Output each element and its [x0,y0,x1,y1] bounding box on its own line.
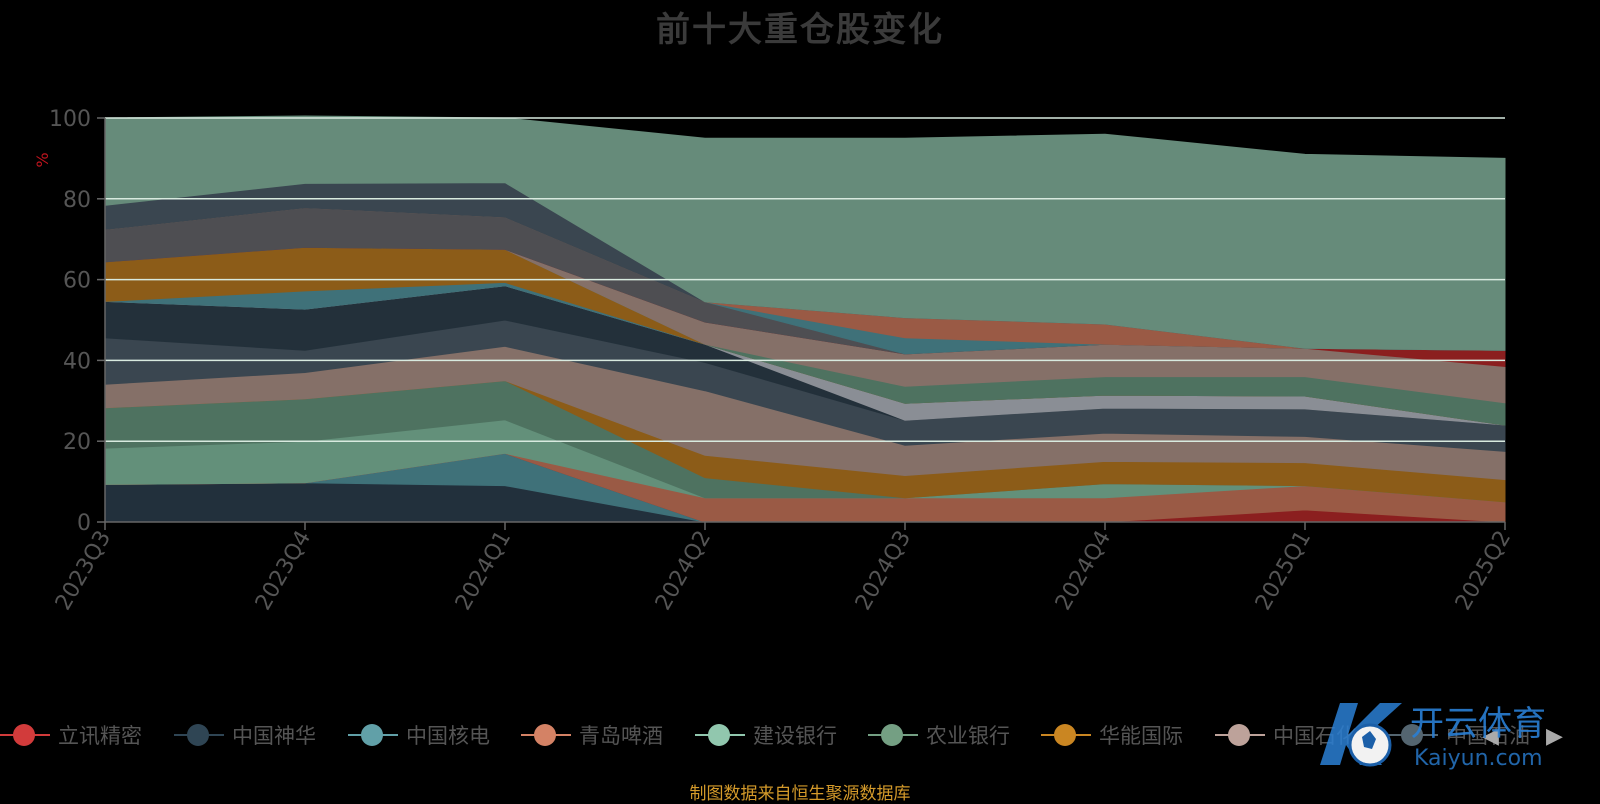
legend-item[interactable]: 青岛啤酒 [521,718,663,752]
legend-marker-icon [521,718,571,752]
x-tick-label: 2025Q1 [1251,527,1316,615]
legend-label: 中国石油 [1446,724,1530,748]
watermark-brand: 开云体育 [1410,704,1546,744]
y-axis-label: % [33,152,52,167]
legend-label: 中国核电 [406,724,490,748]
data-source-note: 制图数据来自恒生聚源数据库 [689,784,911,804]
y-tick-label: 60 [63,269,91,294]
legend-item[interactable]: 中国石油 [1388,718,1530,752]
legend-item[interactable]: 农业银行 [868,718,1010,752]
legend-marker-icon [0,718,50,752]
legend-marker-icon [695,718,745,752]
watermark-url: Kaiyun.com [1414,746,1543,771]
legend-marker-icon [1388,718,1438,752]
legend-label: 建设银行 [753,724,837,748]
legend-label: 中国神华 [232,724,316,748]
legend-item[interactable]: 华能国际 [1041,718,1183,752]
area-series-其他[interactable] [104,115,1506,351]
legend-marker-icon [1215,718,1265,752]
x-tick-label: 2024Q2 [651,527,716,615]
legend: 立讯精密 中国神华 中国核电 青岛啤酒 建设银行 农业银行 华能国际 中国石化 中国石油 [0,718,1600,752]
legend-next-button[interactable]: ▶ [1546,724,1563,749]
x-tick-label: 2024Q1 [451,527,516,615]
x-tick-label: 2023Q3 [51,527,116,615]
legend-label: 青岛啤酒 [579,724,663,748]
y-tick-label: 0 [77,511,91,536]
watermark-logo: 开云体育 Kaiyun.com [1310,695,1600,775]
x-tick-label: 2023Q4 [251,527,316,615]
legend-label: 华能国际 [1099,724,1183,748]
grid-lines [105,117,1505,442]
x-tick-label: 2025Q2 [1451,527,1516,615]
y-tick-label: 80 [63,188,91,213]
legend-item[interactable]: 中国核电 [348,718,490,752]
x-tick-label: 2024Q4 [1051,527,1116,615]
legend-item[interactable]: 立讯精密 [0,718,142,752]
legend-label: 立讯精密 [58,724,142,748]
legend-item[interactable]: 中国神华 [174,718,316,752]
legend-marker-icon [868,718,918,752]
kaiyun-logo-icon: 开云体育 Kaiyun.com [1320,703,1546,771]
legend-prev-button[interactable]: ◀ [1482,724,1499,749]
legend-marker-icon [174,718,224,752]
area-layers [104,115,1506,523]
legend-marker-icon [1041,718,1091,752]
legend-item[interactable]: 建设银行 [695,718,837,752]
legend-label: 农业银行 [926,724,1010,748]
y-tick-label: 40 [63,349,91,374]
x-tick-label: 2024Q3 [851,527,916,615]
y-tick-label: 100 [49,107,91,132]
chart-title: 前十大重仓股变化 [656,10,944,50]
y-tick-label: 20 [63,430,91,455]
legend-marker-icon [348,718,398,752]
